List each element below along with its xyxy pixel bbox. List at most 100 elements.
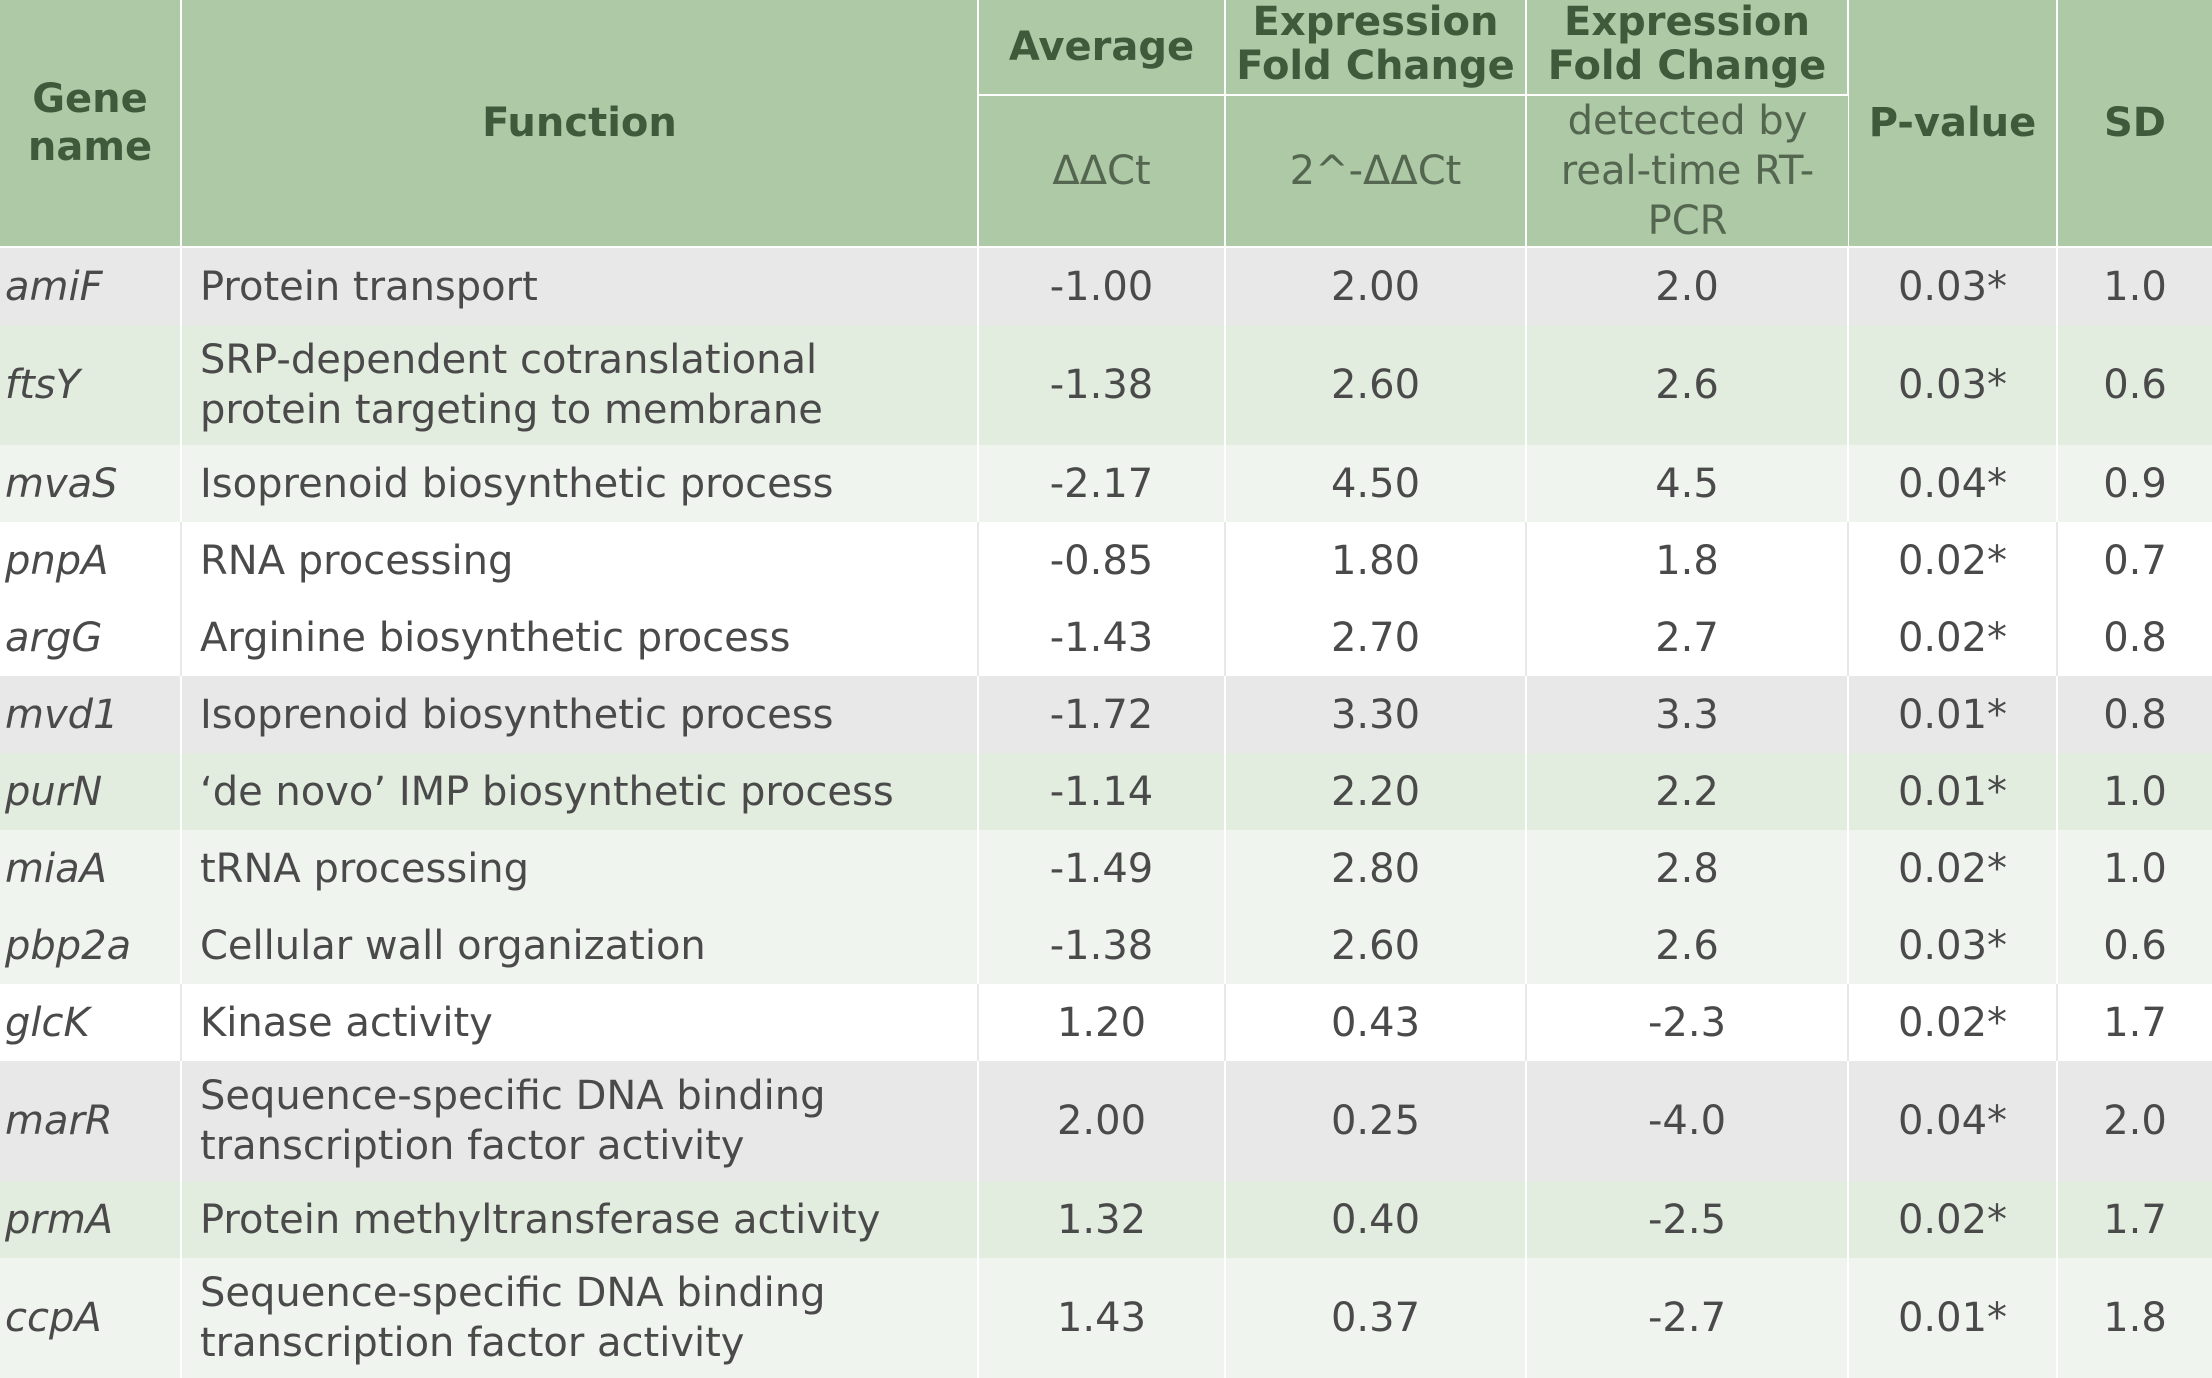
cell-sd: 1.7 <box>2057 1181 2212 1258</box>
header-average-unit: ΔΔCt <box>978 95 1226 248</box>
cell-ddct: -2.17 <box>978 445 1226 522</box>
cell-rtpcr-fold: 2.0 <box>1526 247 1849 325</box>
cell-fold-change: 0.25 <box>1225 1061 1527 1181</box>
cell-sd: 0.6 <box>2057 325 2212 445</box>
cell-fold-change: 0.40 <box>1225 1181 1527 1258</box>
cell-function: Protein transport <box>181 247 979 325</box>
cell-sd: 1.8 <box>2057 1258 2212 1378</box>
header-fold-change-formula: 2^-ΔΔCt <box>1225 95 1527 248</box>
header-expression-fold-change-calc: Expression Fold Change <box>1225 0 1527 96</box>
cell-sd: 0.7 <box>2057 522 2212 599</box>
cell-function: ‘de novo’ IMP biosynthetic process <box>181 753 979 830</box>
cell-ddct: -1.72 <box>978 676 1226 753</box>
cell-fold-change: 4.50 <box>1225 445 1527 522</box>
cell-ddct: -1.38 <box>978 907 1226 984</box>
cell-p-value: 0.03* <box>1848 325 2058 445</box>
cell-rtpcr-fold: 2.8 <box>1526 830 1849 907</box>
cell-function: Arginine biosynthetic process <box>181 599 979 676</box>
cell-rtpcr-fold: -4.0 <box>1526 1061 1849 1181</box>
cell-fold-change: 0.43 <box>1225 984 1527 1061</box>
cell-sd: 1.7 <box>2057 984 2212 1061</box>
cell-sd: 1.0 <box>2057 753 2212 830</box>
header-average: Average <box>978 0 1226 96</box>
table-row: argG Arginine biosynthetic process -1.43… <box>0 599 2212 676</box>
cell-gene: purN <box>0 753 182 830</box>
cell-p-value: 0.03* <box>1848 247 2058 325</box>
table-row: pbp2a Cellular wall organization -1.38 2… <box>0 907 2212 984</box>
cell-rtpcr-fold: -2.5 <box>1526 1181 1849 1258</box>
cell-function: Sequence-specific DNA binding transcript… <box>181 1258 979 1378</box>
cell-gene: argG <box>0 599 182 676</box>
header-p-value: P-value <box>1848 0 2058 248</box>
cell-fold-change: 2.60 <box>1225 325 1527 445</box>
cell-function: RNA processing <box>181 522 979 599</box>
table-row: purN ‘de novo’ IMP biosynthetic process … <box>0 753 2212 830</box>
cell-sd: 0.9 <box>2057 445 2212 522</box>
table-row: amiF Protein transport -1.00 2.00 2.0 0.… <box>0 247 2212 325</box>
cell-fold-change: 2.60 <box>1225 907 1527 984</box>
cell-fold-change: 2.70 <box>1225 599 1527 676</box>
table-row: ccpA Sequence-specific DNA binding trans… <box>0 1258 2212 1378</box>
header-sd: SD <box>2057 0 2212 248</box>
cell-p-value: 0.01* <box>1848 753 2058 830</box>
cell-ddct: 1.43 <box>978 1258 1226 1378</box>
cell-fold-change: 0.37 <box>1225 1258 1527 1378</box>
cell-p-value: 0.02* <box>1848 522 2058 599</box>
cell-sd: 1.0 <box>2057 247 2212 325</box>
cell-rtpcr-fold: -2.3 <box>1526 984 1849 1061</box>
cell-p-value: 0.03* <box>1848 907 2058 984</box>
cell-ddct: -1.43 <box>978 599 1226 676</box>
table-body: amiF Protein transport -1.00 2.00 2.0 0.… <box>0 247 2212 1378</box>
cell-fold-change: 2.80 <box>1225 830 1527 907</box>
cell-rtpcr-fold: 2.2 <box>1526 753 1849 830</box>
cell-gene: mvaS <box>0 445 182 522</box>
cell-gene: marR <box>0 1061 182 1181</box>
cell-function: tRNA processing <box>181 830 979 907</box>
cell-function: Protein methyltransferase activity <box>181 1181 979 1258</box>
cell-p-value: 0.02* <box>1848 830 2058 907</box>
table-header: Gene name Function Average Expression Fo… <box>0 0 2212 248</box>
header-expression-fold-change-rtpcr: Expression Fold Change <box>1526 0 1849 96</box>
cell-p-value: 0.02* <box>1848 984 2058 1061</box>
cell-sd: 0.6 <box>2057 907 2212 984</box>
table-row: ftsY SRP-dependent cotranslational prote… <box>0 325 2212 445</box>
cell-gene: ccpA <box>0 1258 182 1378</box>
cell-p-value: 0.04* <box>1848 1061 2058 1181</box>
table-row: mvaS Isoprenoid biosynthetic process -2.… <box>0 445 2212 522</box>
cell-sd: 2.0 <box>2057 1061 2212 1181</box>
cell-p-value: 0.02* <box>1848 599 2058 676</box>
cell-ddct: 2.00 <box>978 1061 1226 1181</box>
cell-ddct: -1.14 <box>978 753 1226 830</box>
cell-p-value: 0.01* <box>1848 1258 2058 1378</box>
cell-ddct: -1.38 <box>978 325 1226 445</box>
cell-ddct: -1.49 <box>978 830 1226 907</box>
header-function: Function <box>181 0 979 248</box>
table-row: miaA tRNA processing -1.49 2.80 2.8 0.02… <box>0 830 2212 907</box>
header-gene-name: Gene name <box>0 0 182 248</box>
cell-fold-change: 1.80 <box>1225 522 1527 599</box>
cell-gene: pbp2a <box>0 907 182 984</box>
table-row: glcK Kinase activity 1.20 0.43 -2.3 0.02… <box>0 984 2212 1061</box>
cell-sd: 0.8 <box>2057 676 2212 753</box>
cell-rtpcr-fold: 2.6 <box>1526 325 1849 445</box>
cell-rtpcr-fold: -2.7 <box>1526 1258 1849 1378</box>
cell-p-value: 0.02* <box>1848 1181 2058 1258</box>
cell-ddct: 1.32 <box>978 1181 1226 1258</box>
cell-gene: prmA <box>0 1181 182 1258</box>
cell-gene: ftsY <box>0 325 182 445</box>
cell-p-value: 0.04* <box>1848 445 2058 522</box>
table-row: marR Sequence-specific DNA binding trans… <box>0 1061 2212 1181</box>
cell-gene: mvd1 <box>0 676 182 753</box>
table-row: pnpA RNA processing -0.85 1.80 1.8 0.02*… <box>0 522 2212 599</box>
cell-fold-change: 2.20 <box>1225 753 1527 830</box>
cell-function: Cellular wall organization <box>181 907 979 984</box>
cell-sd: 1.0 <box>2057 830 2212 907</box>
cell-rtpcr-fold: 2.6 <box>1526 907 1849 984</box>
cell-rtpcr-fold: 4.5 <box>1526 445 1849 522</box>
table-row: mvd1 Isoprenoid biosynthetic process -1.… <box>0 676 2212 753</box>
cell-gene: pnpA <box>0 522 182 599</box>
cell-gene: amiF <box>0 247 182 325</box>
cell-gene: miaA <box>0 830 182 907</box>
table-row: prmA Protein methyltransferase activity … <box>0 1181 2212 1258</box>
